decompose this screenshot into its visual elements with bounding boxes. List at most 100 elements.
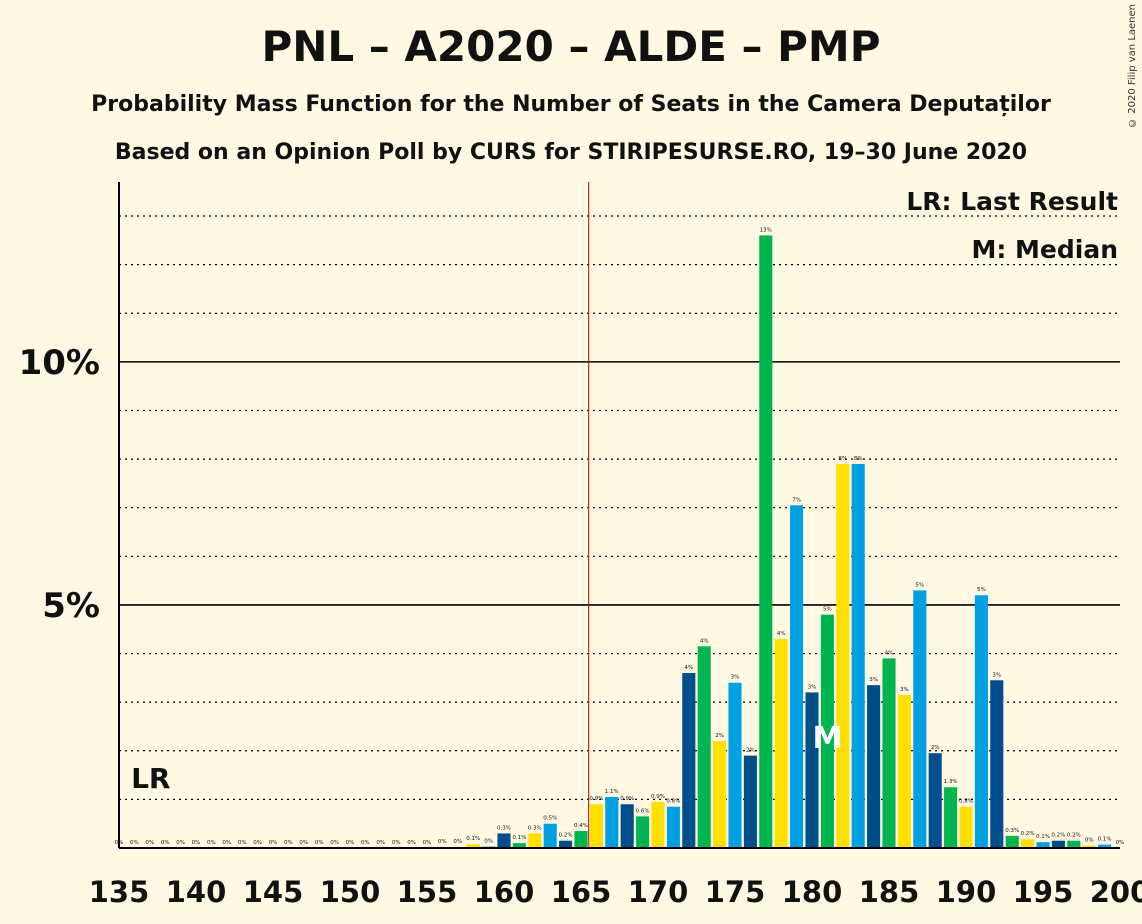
bar-value-label: 0%: [130, 840, 139, 846]
legend-last-result: LR: Last Result: [906, 187, 1118, 216]
bar-seat-180: [805, 692, 819, 848]
bar-value-label: 4%: [885, 650, 894, 656]
bar-value-label: 8%: [854, 456, 863, 462]
x-tick-label: 180: [782, 875, 843, 909]
bar-value-label: 1.3%: [944, 779, 958, 785]
bar-seat-168: [620, 804, 634, 848]
bar-seat-165: [574, 830, 588, 848]
bar-value-label: 0%: [161, 840, 170, 846]
bar-seat-187: [913, 590, 927, 848]
x-tick-label: 200: [1090, 875, 1142, 909]
bar-value-label: 4%: [777, 631, 786, 637]
bar-value-label: 0.1%: [1098, 837, 1112, 843]
bar-value-label: 0.2%: [559, 833, 573, 839]
bar-value-label: 0.9%: [651, 794, 665, 800]
bar-seat-194: [1021, 839, 1035, 848]
bar-value-label: 0%: [361, 840, 370, 846]
x-tick-label: 140: [166, 875, 227, 909]
bar-value-label: 5%: [915, 582, 924, 588]
bar-seat-169: [636, 816, 650, 848]
bar-seat-167: [605, 796, 619, 848]
bar-value-label: 0.9%: [589, 796, 603, 802]
bar-seat-175: [728, 682, 742, 848]
bar-value-label: 0%: [176, 840, 185, 846]
bar-seat-191: [974, 595, 988, 848]
grid-lines: [119, 182, 1120, 848]
bar-value-label: 0.5%: [543, 816, 557, 822]
chart-overlay: LR M LR: Last Result M: Median: [131, 187, 1118, 795]
x-tick-label: 150: [320, 875, 381, 909]
bar-seat-189: [944, 787, 958, 848]
bar-seat-179: [790, 505, 804, 848]
bar-value-label: 13%: [760, 227, 772, 233]
bar-value-label: 0%: [222, 840, 231, 846]
bar-seat-164: [559, 840, 573, 848]
bar-seat-195: [1036, 842, 1050, 848]
bar-value-label: 0%: [192, 840, 201, 846]
y-tick-label: 10%: [19, 343, 100, 383]
bar-seat-181: [820, 614, 834, 848]
bar-value-label: 0.1%: [466, 836, 480, 842]
bar-value-label: 0%: [330, 840, 339, 846]
bar-value-label: 7%: [792, 497, 801, 503]
bar-seat-161: [512, 843, 526, 848]
bar-value-label: 0%: [453, 839, 462, 845]
bar-seat-160: [497, 833, 511, 848]
x-tick-label: 135: [89, 875, 150, 909]
bar-value-label: 0.9%: [620, 796, 634, 802]
bar-value-label: 3%: [808, 684, 817, 690]
chart-subtitle: Probability Mass Function for the Number…: [91, 92, 1051, 117]
bar-seat-193: [1005, 835, 1019, 848]
bar-seat-163: [543, 823, 557, 848]
bar-value-label: 0%: [392, 840, 401, 846]
bar-seat-188: [928, 753, 942, 848]
chart-title: PNL – A2020 – ALDE – PMP: [261, 22, 881, 71]
x-tick-label: 165: [551, 875, 612, 909]
x-tick-label: 190: [936, 875, 997, 909]
bar-seat-171: [666, 806, 680, 848]
x-tick-label: 145: [243, 875, 304, 909]
bar-seat-190: [959, 806, 973, 848]
bar-value-label: 0%: [207, 840, 216, 846]
bar-value-label: 5%: [823, 607, 832, 613]
bar-value-label: 0.2%: [1051, 833, 1065, 839]
bar-seat-183: [851, 463, 865, 848]
legend-median: M: Median: [971, 235, 1118, 264]
bar-value-label: 0.8%: [959, 799, 973, 805]
bar-value-label: 0%: [438, 839, 447, 845]
bar-value-label: 1.1%: [605, 789, 619, 795]
bar-value-label: 0%: [238, 840, 247, 846]
bar-value-label: 0%: [423, 840, 432, 846]
bar-value-label: 0.2%: [1067, 833, 1081, 839]
bar-value-label: 0.2%: [1021, 831, 1035, 837]
x-tick-label: 185: [859, 875, 920, 909]
bar-value-label: 0%: [1085, 838, 1094, 844]
bar-value-label: 0%: [346, 840, 355, 846]
bar-value-label: 0%: [315, 840, 324, 846]
bar-value-label: 0.8%: [666, 799, 680, 805]
x-tick-label: 155: [397, 875, 458, 909]
bar-value-label: 0%: [1116, 840, 1125, 846]
bar-value-label: 0%: [484, 839, 493, 845]
bar-value-label: 3%: [900, 687, 909, 693]
bar-value-label: 3%: [731, 675, 740, 681]
x-tick-label: 175: [705, 875, 766, 909]
bar-value-label: 2%: [931, 745, 940, 751]
bar-value-label: 2%: [746, 748, 755, 754]
bar-value-label: 0.3%: [528, 825, 542, 831]
bar-seat-199: [1098, 844, 1112, 848]
bar-seat-173: [697, 646, 711, 848]
bar-seat-162: [528, 833, 542, 848]
bar-value-label: 2%: [715, 733, 724, 739]
bar-seat-185: [882, 658, 896, 848]
bar-seat-184: [867, 685, 881, 848]
bar-value-label: 0%: [269, 840, 278, 846]
bar-seat-158: [466, 844, 480, 848]
bars: 0% 0% 0% 0% 0% 0% 0% 0% 0% 0% 0% 0% 0% 0% 0% 0% 0% 0% 0% 0%…: [115, 227, 1125, 848]
x-tick-label: 170: [628, 875, 689, 909]
bar-value-label: 3%: [869, 677, 878, 683]
median-marker: M: [812, 721, 842, 756]
bar-value-label: 0%: [376, 840, 385, 846]
last-result-marker: LR: [131, 762, 170, 795]
